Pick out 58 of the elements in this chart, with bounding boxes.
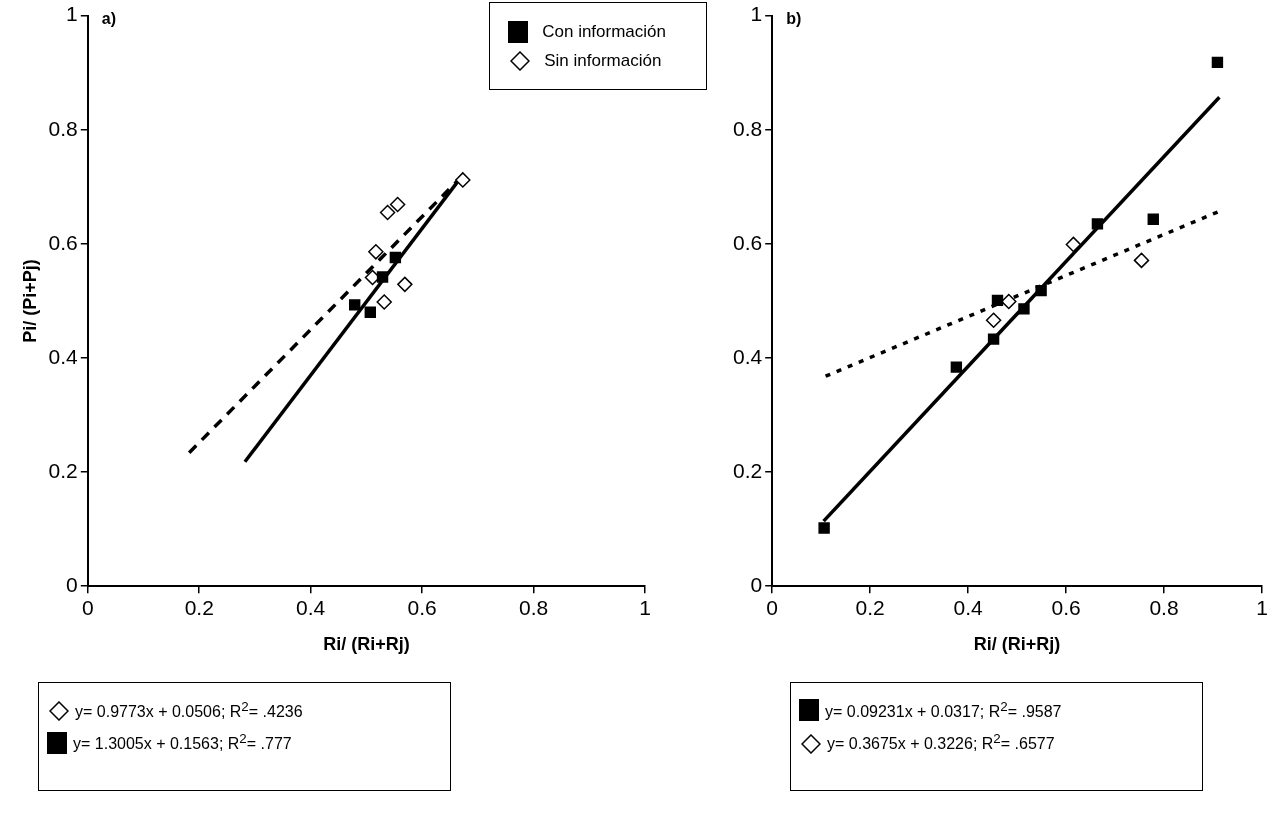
x-tick-label: 1 <box>1256 595 1268 619</box>
point <box>1133 252 1150 269</box>
point <box>376 294 392 310</box>
y-tick-label: 0.8 <box>732 116 763 140</box>
point <box>1091 218 1104 230</box>
y-axis-title: Pi/ (Pi+Pj) <box>19 259 40 343</box>
y-tick-label: 0.2 <box>48 458 78 482</box>
y-tick-label: 1 <box>66 2 78 26</box>
x-tick-label: 0.2 <box>855 595 885 619</box>
y-tick-label: 0.4 <box>48 344 79 368</box>
point <box>349 299 361 311</box>
legend-label: Con información <box>542 22 666 42</box>
point <box>987 333 1000 345</box>
x-tick-label: 0.6 <box>1051 595 1081 619</box>
x-tick-label: 0.4 <box>296 595 326 619</box>
point <box>1147 213 1159 225</box>
point <box>991 294 1004 307</box>
y-tick-label: 0 <box>750 573 763 596</box>
y-tick-label: 0 <box>66 573 78 596</box>
point <box>1018 303 1030 315</box>
point <box>1001 293 1017 310</box>
chart-title: b) <box>786 10 802 28</box>
point <box>368 244 384 260</box>
text: y= 1.3005x + 0.1563; R$^{2}$= .777 <box>73 731 292 754</box>
chart-title: a) <box>101 10 117 28</box>
y-tick-label: 0.8 <box>48 116 78 140</box>
point <box>1065 236 1082 253</box>
point <box>1035 284 1047 297</box>
y-tick-label: 0.2 <box>732 458 763 482</box>
point <box>379 204 396 221</box>
point <box>818 522 830 534</box>
x-tick-label: 1 <box>639 595 651 619</box>
legend-label: Sin información <box>544 51 662 71</box>
x-tick-label: 0 <box>81 595 94 619</box>
text: y= 0.9773x + 0.0506; R$^{2}$= .4236 <box>75 699 303 722</box>
x-tick-label: 0.4 <box>953 595 984 619</box>
x-axis-title: Ri/ (Ri+Rj) <box>973 634 1061 655</box>
point <box>455 172 471 188</box>
x-axis-title: Ri/ (Ri+Rj) <box>323 634 410 655</box>
point <box>950 361 963 373</box>
text: y= 0.3675x + 0.3226; R$^{2}$= .6577 <box>827 731 1055 754</box>
point <box>389 251 402 264</box>
x-tick-label: 0.2 <box>184 595 214 619</box>
text: y= 0.09231x + 0.0317; R$^{2}$= .9587 <box>825 699 1062 722</box>
point <box>985 312 1002 329</box>
point <box>1211 56 1224 69</box>
x-tick-label: 0 <box>766 595 779 619</box>
y-tick-label: 0.4 <box>732 344 763 368</box>
x-tick-label: 0.8 <box>1149 595 1179 619</box>
y-tick-label: 0.6 <box>48 230 78 254</box>
x-tick-label: 0.8 <box>518 595 549 619</box>
y-tick-label: 0.6 <box>732 230 763 254</box>
point <box>376 271 389 283</box>
point <box>364 306 376 319</box>
point <box>389 196 406 213</box>
point <box>397 276 413 293</box>
y-tick-label: 1 <box>750 2 763 26</box>
x-tick-label: 0.6 <box>407 595 437 619</box>
